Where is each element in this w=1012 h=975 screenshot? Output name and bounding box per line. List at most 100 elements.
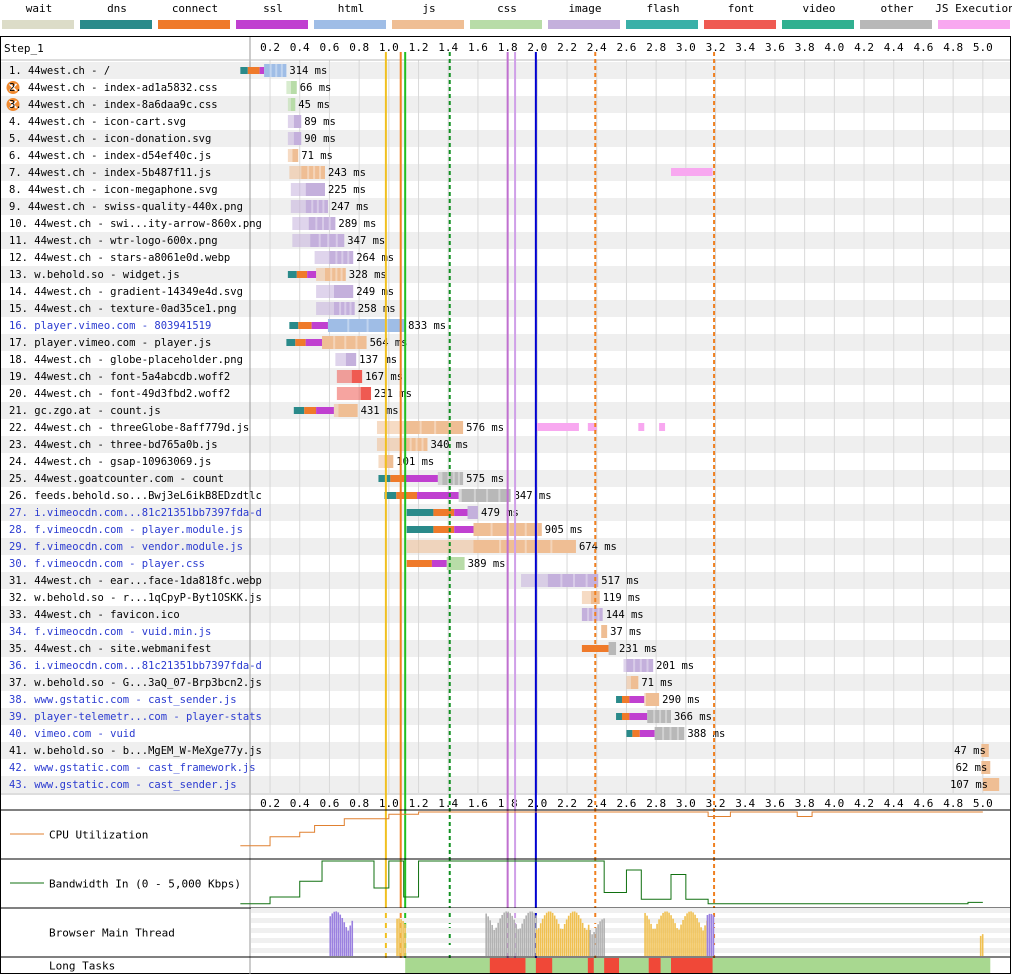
request-row: 38. www.gstatic.com - cast_sender.js 290 … [9, 693, 700, 706]
request-label: 8. 44west.ch - icon-megaphone.svg [9, 184, 218, 196]
legend-label-6: css [497, 2, 517, 15]
request-label: 3. 44west.ch - index-8a6daa9c.css [9, 99, 218, 111]
thread-activity [688, 911, 690, 956]
download-chunk [448, 421, 451, 434]
ssl-segment [454, 509, 468, 516]
download-segment [473, 540, 576, 553]
request-row: 1. 44west.ch - / 314 ms [9, 64, 327, 77]
thread-activity [551, 912, 554, 956]
dns-segment [240, 67, 248, 74]
dns-segment [406, 526, 434, 533]
thread-activity [712, 915, 715, 956]
legend-swatch-5 [392, 20, 464, 29]
download-segment [338, 404, 358, 417]
x-tick-bottom: 2.2 [557, 797, 577, 810]
thread-activity [579, 918, 582, 956]
ttfb-segment [287, 149, 293, 162]
thread-band [251, 938, 1010, 943]
request-row: 23. 44west.ch - three-bd765a0b.js 340 ms [9, 438, 468, 451]
row-stripe [1, 62, 1010, 79]
thread-activity [698, 922, 700, 956]
ttfb-segment [316, 302, 334, 315]
request-time: 107 ms [950, 779, 988, 791]
download-segment [351, 370, 363, 383]
download-segment [446, 557, 465, 570]
x-tick-top: 1.0 [379, 41, 399, 54]
ssl-segment [431, 560, 447, 567]
panel-label-long_tasks: Long Tasks [49, 960, 115, 973]
request-label: 38. www.gstatic.com - cast_sender.js [9, 694, 237, 706]
request-time: 905 ms [545, 524, 583, 536]
connect-segment [247, 67, 260, 74]
legend-label-7: image [568, 2, 601, 15]
connect-segment [406, 560, 432, 567]
thread-activity [979, 935, 982, 956]
ttfb-segment [316, 268, 325, 281]
request-row: 41. w.behold.so - b...MgEM_W-MeXge77y.js… [9, 744, 989, 757]
legend-swatch-7 [548, 20, 620, 29]
request-label: 31. 44west.ch - ear...face-1da818fc.webp [9, 575, 262, 587]
download-chunk [339, 302, 342, 315]
x-tick-bottom: 2.4 [587, 797, 607, 810]
thread-activity [708, 913, 711, 956]
download-segment [264, 64, 287, 77]
x-tick-top: 1.6 [468, 41, 488, 54]
panel-label-bandwidth: Bandwidth In (0 - 5,000 Kbps) [49, 878, 241, 891]
download-segment [442, 472, 464, 485]
thread-activity [575, 912, 578, 956]
thread-activity [339, 914, 342, 956]
download-chunk [486, 489, 489, 502]
dns-segment [293, 407, 305, 414]
warning-cross [8, 100, 18, 109]
thread-activity [563, 923, 566, 956]
download-chunk [415, 438, 418, 451]
request-label: 10. 44west.ch - swi...ity-arrow-860x.png [9, 218, 262, 230]
x-tick-bottom: 4.0 [824, 797, 844, 810]
request-row: 32. w.behold.so - r...1qCpyP-Byt1OSKK.js… [9, 591, 641, 604]
thread-activity [676, 928, 678, 956]
thread-activity [593, 932, 595, 956]
connect-segment [632, 730, 640, 737]
request-row: 27. i.vimeocdn.com...81c21351bb7397fda-d… [9, 506, 519, 519]
thread-activity [529, 911, 531, 956]
thread-activity [337, 912, 340, 956]
x-tick-bottom: 1.0 [379, 797, 399, 810]
ssl-segment [454, 526, 474, 533]
ttfb-segment [376, 421, 406, 434]
request-label: 36. i.vimeocdn.com...81c21351bb7397fda-d [9, 660, 262, 672]
connect-segment [390, 475, 406, 482]
thread-activity [515, 924, 517, 956]
request-time: 388 ms [687, 728, 725, 740]
ssl-segment [417, 492, 459, 499]
thread-activity [700, 927, 702, 956]
download-chunk [344, 336, 347, 349]
request-row: 40. vimeo.com - vuid 388 ms [9, 727, 725, 740]
download-segment [647, 710, 671, 723]
row-stripe [1, 742, 1010, 759]
download-segment [626, 659, 654, 672]
thread-activity [537, 928, 540, 956]
thread-activity [533, 912, 535, 956]
js-execution-mark [670, 168, 713, 176]
request-time: 576 ms [466, 422, 504, 434]
x-tick-bottom: 5.0 [973, 797, 993, 810]
row-stripe [1, 572, 1010, 589]
thread-activity [539, 923, 542, 956]
download-chunk [473, 489, 476, 502]
legend-label-0: wait [26, 2, 53, 15]
thread-activity [493, 929, 495, 956]
thread-activity [485, 913, 487, 956]
request-row: 7. 44west.ch - index-5b487f11.js 243 ms [9, 166, 366, 179]
request-time: 674 ms [579, 541, 617, 553]
long-task [535, 958, 553, 973]
request-label: 33. 44west.ch - favicon.ico [9, 609, 180, 621]
thread-activity [517, 929, 519, 956]
download-chunk [349, 302, 352, 315]
warning-cross [8, 83, 18, 92]
legend-swatch-4 [314, 20, 386, 29]
download-segment [324, 268, 346, 281]
legend-swatch-0 [2, 20, 74, 29]
cpu-series [240, 811, 983, 847]
request-time: 847 ms [514, 490, 552, 502]
x-tick-top: 3.0 [676, 41, 696, 54]
